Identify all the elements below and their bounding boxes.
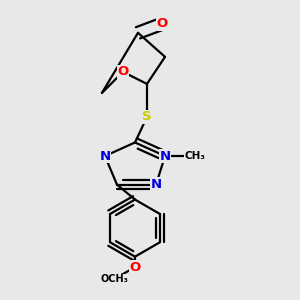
Text: OCH₃: OCH₃ <box>100 274 128 284</box>
Text: N: N <box>99 149 110 163</box>
Text: CH₃: CH₃ <box>184 151 206 161</box>
Text: N: N <box>160 149 171 163</box>
Text: O: O <box>129 261 141 274</box>
Text: O: O <box>156 17 168 30</box>
Text: S: S <box>142 110 152 124</box>
Text: O: O <box>117 65 129 78</box>
Text: N: N <box>150 178 162 191</box>
